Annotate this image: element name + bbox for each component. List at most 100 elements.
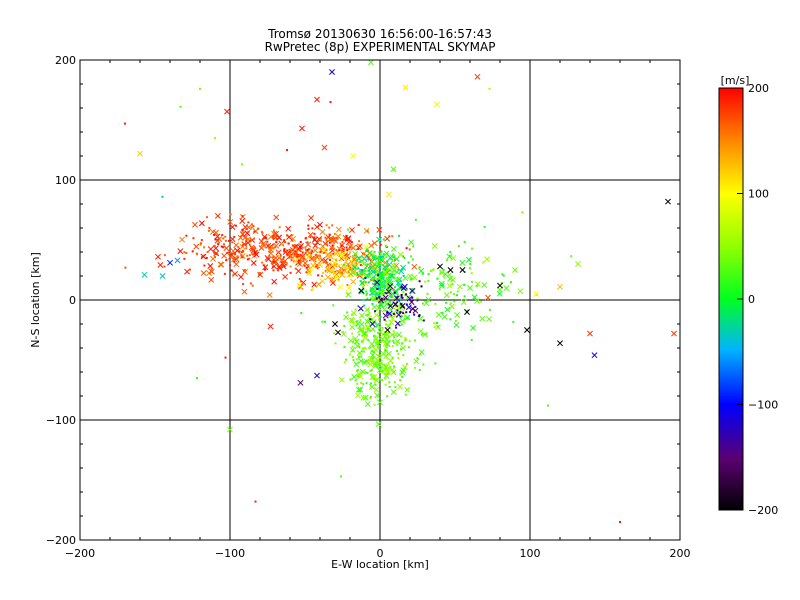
- scatter-point-x: [392, 301, 399, 308]
- scatter-point-dot: [362, 327, 365, 330]
- scatter-point-x: [355, 392, 361, 399]
- scatter-point-dot: [352, 358, 355, 361]
- scatter-point-x: [385, 350, 392, 357]
- scatter-point-x: [184, 268, 190, 275]
- scatter-point-dot: [397, 352, 400, 355]
- scatter-point-dot: [348, 248, 351, 251]
- scatter-point-dot: [369, 346, 372, 349]
- scatter-point-dot: [334, 277, 337, 280]
- scatter-point-dot: [324, 269, 327, 272]
- scatter-point-dot: [373, 338, 376, 341]
- scatter-point-dot: [281, 243, 284, 246]
- scatter-point-dot: [214, 252, 217, 255]
- scatter-point-dot: [338, 271, 341, 274]
- scatter-point-x: [369, 321, 376, 327]
- scatter-point-x: [253, 251, 260, 258]
- scatter-point-dot: [396, 349, 399, 352]
- scatter-point-dot: [400, 342, 403, 345]
- scatter-point-dot: [207, 229, 210, 232]
- scatter-point-dot: [403, 256, 406, 259]
- scatter-point-dot: [413, 313, 416, 316]
- scatter-point-x: [394, 338, 401, 345]
- scatter-point-dot: [345, 258, 348, 261]
- scatter-point-dot: [266, 240, 269, 243]
- scatter-point-dot: [383, 356, 386, 359]
- scatter-point-dot: [392, 330, 395, 333]
- scatter-point-dot: [403, 288, 406, 291]
- scatter-point-dot: [414, 218, 417, 221]
- scatter-point-x: [354, 343, 361, 350]
- scatter-point-dot: [359, 260, 362, 263]
- scatter-point-dot: [356, 272, 359, 275]
- scatter-point-dot: [360, 340, 363, 343]
- scatter-point-dot: [311, 250, 314, 253]
- scatter-point-x: [382, 294, 389, 301]
- scatter-point-x: [446, 282, 453, 289]
- scatter-point-dot: [455, 294, 458, 297]
- scatter-point-dot: [200, 239, 203, 242]
- scatter-point-dot: [203, 264, 206, 267]
- scatter-point-x: [363, 272, 370, 279]
- scatter-point-x: [200, 270, 207, 277]
- scatter-point-dot: [384, 347, 387, 350]
- scatter-point-dot: [394, 334, 397, 337]
- scatter-point-x: [441, 313, 448, 320]
- scatter-point-dot: [349, 378, 352, 381]
- scatter-point-dot: [238, 250, 241, 253]
- scatter-point-dot: [287, 242, 290, 245]
- scatter-point-dot: [408, 340, 411, 343]
- scatter-point-dot: [429, 270, 432, 273]
- scatter-point-dot: [389, 300, 392, 303]
- scatter-point-dot: [245, 227, 248, 230]
- scatter-point-dot: [317, 274, 320, 277]
- scatter-point-dot: [356, 305, 359, 308]
- scatter-point-dot: [421, 272, 424, 275]
- scatter-point-x: [405, 304, 412, 311]
- scatter-point-dot: [388, 339, 391, 342]
- scatter-point-dot: [368, 274, 371, 277]
- scatter-point-dot: [390, 296, 393, 299]
- scatter-point-x: [481, 282, 488, 289]
- scatter-point-dot: [321, 274, 324, 277]
- scatter-point-x: [390, 166, 397, 173]
- scatter-point-x: [329, 261, 336, 268]
- scatter-point-dot: [339, 273, 342, 276]
- scatter-point-x: [329, 69, 335, 75]
- scatter-point-dot: [436, 321, 439, 324]
- scatter-point-dot: [332, 252, 335, 255]
- scatter-point-dot: [384, 272, 387, 275]
- scatter-point-dot: [199, 243, 202, 246]
- scatter-point-dot: [307, 264, 310, 267]
- scatter-point-dot: [385, 346, 388, 349]
- scatter-point-dot: [358, 240, 361, 243]
- scatter-point-dot: [331, 276, 334, 279]
- scatter-point-dot: [377, 318, 380, 321]
- scatter-point-x: [386, 191, 392, 198]
- scatter-point-dot: [411, 258, 414, 261]
- scatter-point-dot: [392, 339, 395, 342]
- scatter-point-dot: [124, 122, 126, 125]
- scatter-point-dot: [378, 327, 381, 330]
- scatter-point-dot: [202, 246, 205, 249]
- scatter-point-dot: [382, 302, 385, 305]
- scatter-points: [124, 60, 677, 523]
- scatter-point-x: [348, 316, 355, 323]
- scatter-point-x: [443, 292, 450, 299]
- scatter-point-x: [369, 326, 376, 333]
- scatter-point-dot: [358, 333, 361, 336]
- scatter-point-x: [326, 252, 332, 259]
- scatter-point-dot: [221, 234, 224, 237]
- scatter-point-dot: [322, 271, 325, 274]
- scatter-point-dot: [290, 259, 293, 262]
- scatter-point-dot: [373, 250, 376, 253]
- scatter-point-dot: [373, 355, 376, 358]
- scatter-point-dot: [316, 254, 319, 257]
- scatter-point-dot: [397, 357, 400, 360]
- scatter-point-dot: [341, 247, 344, 250]
- scatter-point-x: [385, 288, 392, 295]
- scatter-point-dot: [214, 238, 217, 241]
- scatter-point-dot: [400, 283, 403, 286]
- scatter-point-x: [417, 328, 424, 335]
- scatter-point-dot: [375, 337, 378, 340]
- scatter-point-dot: [422, 319, 425, 322]
